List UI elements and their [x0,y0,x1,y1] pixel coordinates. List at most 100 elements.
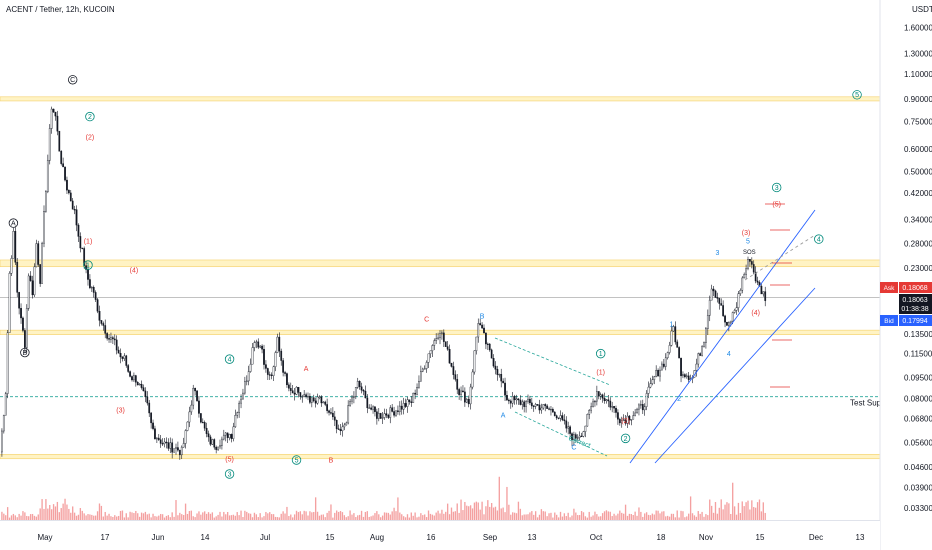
volume-bar [668,516,671,520]
volume-bar [735,514,738,520]
volume-bar [437,510,439,520]
candle-body [435,338,438,341]
volume-bar [689,496,692,520]
volume-bar [217,514,219,520]
candle-body [465,398,468,403]
volume-bar [163,517,166,520]
volume-bar [644,513,646,520]
volume-bar [425,517,428,520]
volume-bar [142,513,145,520]
candle-body [404,403,407,407]
volume-bar [106,515,108,520]
candle-body [154,428,156,440]
volume-bar [492,507,495,520]
candle-body [458,389,461,395]
candle-body [127,365,130,372]
volume-bar [313,511,315,520]
candle-body [261,345,263,350]
volume-bar [653,514,655,520]
volume-bar [211,512,214,520]
candle-body [301,396,304,398]
volume-bar [209,513,212,520]
candle-body [762,291,765,295]
candle-body [67,189,70,194]
candle-body [634,412,637,416]
volume-bar [177,515,179,520]
volume-bar [186,513,189,520]
candle-body [188,411,191,423]
volume-bar [295,510,298,520]
candle-body [716,297,719,299]
volume-bar [54,506,57,520]
candle-body [293,392,296,395]
candle-body [353,396,355,398]
volume-bar [96,511,99,520]
volume-bar [701,511,703,520]
candle-body [228,434,231,438]
price-tick: 1.30000 [904,49,932,58]
ask-value-bg [899,282,932,293]
candle-body [607,399,610,402]
candle-body [351,396,353,402]
volume-bar [584,516,587,520]
candle-body [712,288,715,292]
volume-bar [184,503,187,520]
volume-bar [173,516,175,520]
price-tick: 0.75000 [904,117,932,126]
volume-bar [657,510,659,520]
candle-body [134,375,137,383]
volume-bar [152,513,154,520]
wave-label-A: A [501,412,506,419]
candle-body [668,345,671,353]
candle-body [115,339,118,351]
candle-body [232,426,235,439]
candle-body [584,425,587,432]
volume-bar [393,507,395,520]
candle-body [46,160,49,192]
volume-bar [16,517,18,520]
volume-bar [368,516,370,520]
volume-bar [571,515,573,520]
candle-body [680,357,682,377]
volume-bar [290,514,292,520]
volume-bar [225,514,227,520]
candle-body [171,442,174,453]
volume-bar [609,511,611,520]
volume-bar [732,482,734,520]
candle-body [661,363,663,371]
volume-bar [49,504,51,520]
volume-bar [374,513,376,520]
candle-body [213,439,216,448]
volume-bar [485,506,487,520]
wave-label-3: (3) [742,230,751,237]
volume-bar [39,508,41,520]
candle-body [322,401,325,404]
volume-bar [175,500,177,520]
volume-bar [205,513,208,520]
volume-bar [722,509,724,520]
volume-bar [112,516,114,520]
candle-body [561,415,564,421]
volume-bar [45,499,47,520]
candle-body [184,430,187,444]
volume-bar [596,514,598,520]
volume-bar [670,513,673,520]
candle-body [45,191,47,212]
candle-body [326,404,329,411]
candle-body [406,399,409,407]
candle-body [102,323,105,326]
volume-bar [389,514,391,520]
volume-bar [169,517,171,520]
candle-body [477,323,480,338]
candle-body [148,402,151,414]
candle-body [2,414,5,432]
candle-body [270,374,273,376]
volume-bar [749,509,751,520]
volume-bar [676,510,678,520]
candle-body [525,401,527,407]
volume-bar [380,517,382,520]
candle-body [439,333,441,339]
candle-body [552,408,554,413]
candle-body [268,374,271,376]
